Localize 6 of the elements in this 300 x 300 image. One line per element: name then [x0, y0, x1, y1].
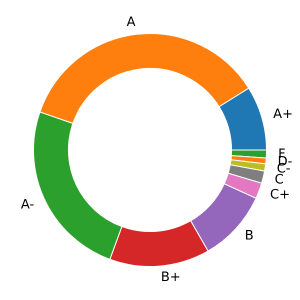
slice-label: B+: [160, 270, 181, 286]
slice-label: A: [126, 15, 136, 30]
slice-label: A+: [273, 107, 293, 122]
slice-label: B: [244, 228, 254, 244]
slice-label: A-: [20, 197, 35, 212]
slice-label: C+: [270, 187, 290, 202]
